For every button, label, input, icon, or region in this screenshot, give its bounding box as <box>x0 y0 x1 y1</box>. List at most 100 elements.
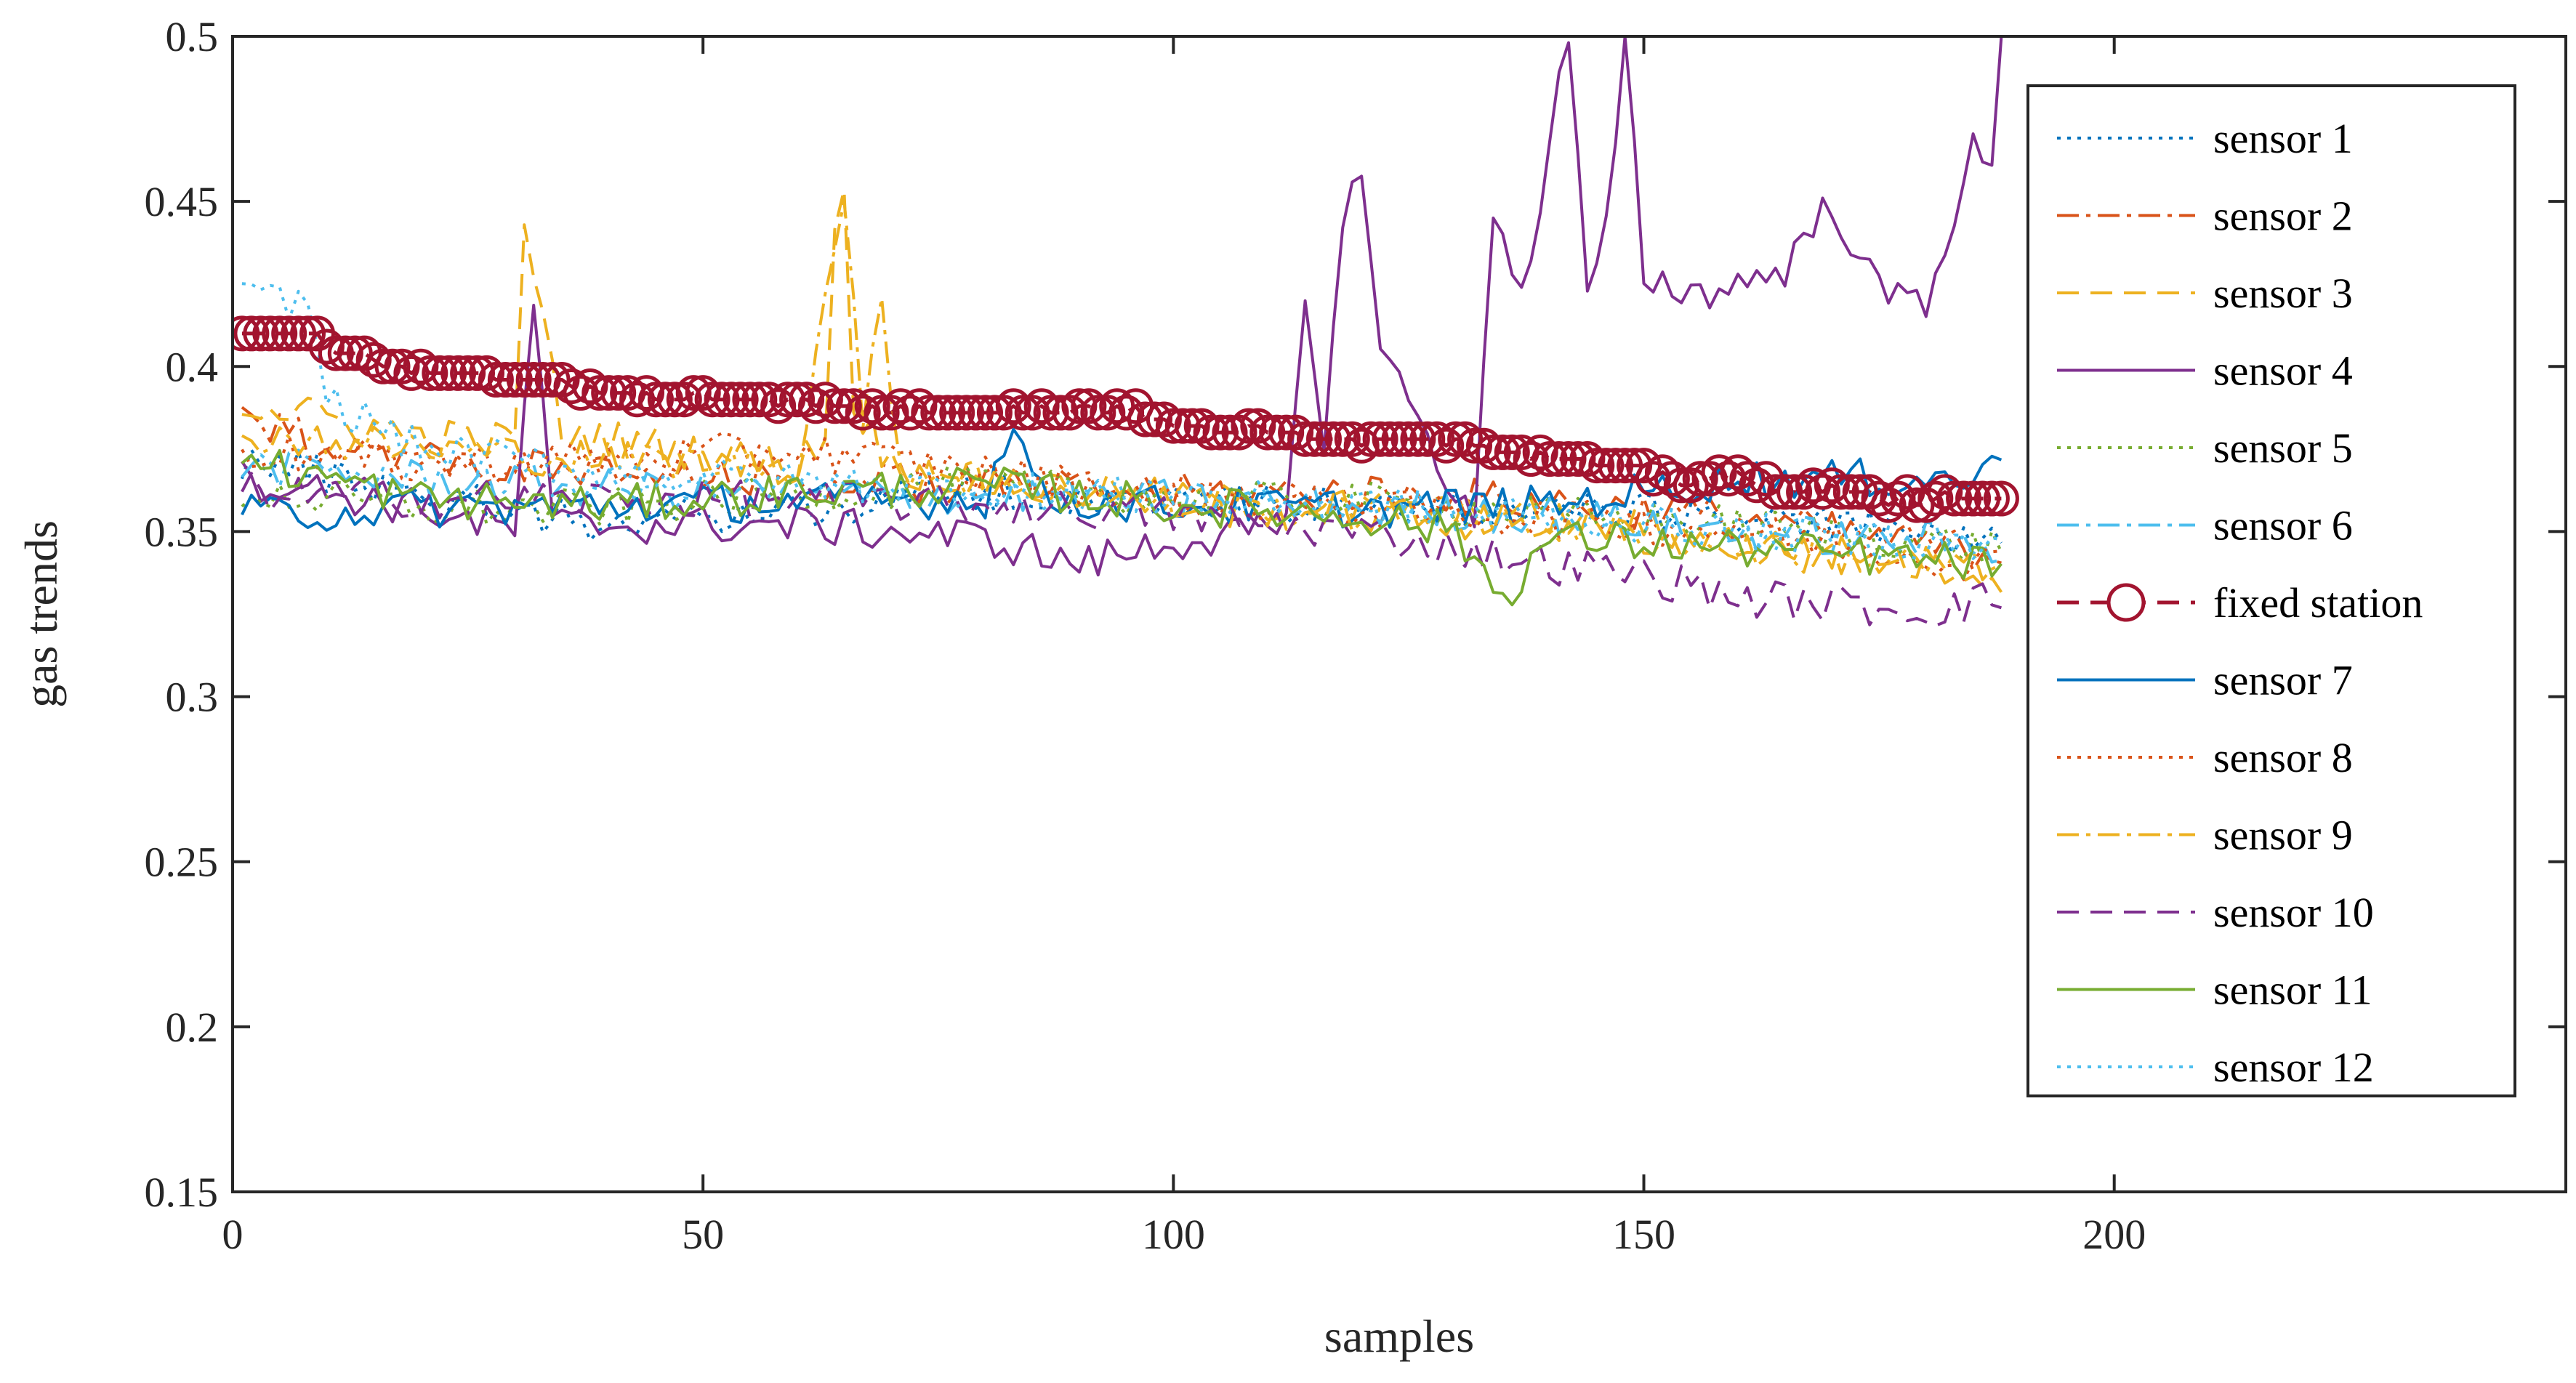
fixed-station-marker <box>1673 467 1709 504</box>
legend-label: sensor 9 <box>2213 812 2353 859</box>
fixed-station-marker <box>1447 421 1484 457</box>
legend-label: sensor 11 <box>2213 967 2372 1014</box>
fixed-station-marker <box>1973 480 2010 517</box>
legend-label: sensor 4 <box>2213 347 2353 395</box>
y-tick-label: 0.2 <box>166 1004 219 1051</box>
fixed-station-marker <box>1428 427 1465 464</box>
fixed-station-marker <box>1278 414 1314 451</box>
fixed-station-marker <box>835 388 872 424</box>
fixed-station-marker <box>967 395 1003 431</box>
series-line-sensor-9 <box>241 199 2003 581</box>
series-line-sensor-8 <box>241 432 2002 581</box>
fixed-station-marker <box>770 382 806 418</box>
fixed-station-marker <box>591 375 627 411</box>
fixed-station-marker <box>1654 461 1690 497</box>
fixed-station-marker <box>1343 427 1380 464</box>
fixed-station-marker <box>1786 474 1822 510</box>
fixed-station-marker <box>845 395 881 431</box>
fixed-station-marker <box>1503 434 1539 470</box>
fixed-station-marker <box>1005 395 1041 431</box>
fixed-station-marker <box>882 388 919 424</box>
fixed-station-marker <box>1306 421 1342 457</box>
fixed-station-marker <box>1908 487 1944 523</box>
fixed-station-marker <box>290 315 326 352</box>
fixed-station-marker <box>1598 448 1634 484</box>
fixed-station-marker <box>572 368 608 404</box>
fixed-station-marker <box>1475 434 1511 470</box>
fixed-station-marker <box>1588 448 1625 484</box>
series-line-sensor-12 <box>241 282 2002 562</box>
fixed-station-marker <box>1522 434 1558 470</box>
fixed-station-marker <box>1569 441 1606 477</box>
fixed-station-marker <box>496 362 533 398</box>
fixed-station-marker <box>1409 421 1446 457</box>
fixed-station-marker <box>864 395 900 431</box>
fixed-station-marker <box>920 395 957 431</box>
legend-label: sensor 7 <box>2213 657 2353 704</box>
legend-label: sensor 1 <box>2213 115 2353 162</box>
fixed-station-marker <box>412 355 448 391</box>
fixed-station-marker <box>440 355 477 391</box>
fixed-station-marker <box>807 382 843 418</box>
fixed-station-marker <box>487 362 523 398</box>
fixed-station-marker <box>826 388 862 424</box>
fixed-station-marker <box>1080 395 1116 431</box>
fixed-station-marker <box>986 395 1022 431</box>
fixed-station-marker <box>647 382 683 418</box>
legend-marker-fixed-station <box>2106 583 2146 622</box>
fixed-station-marker <box>854 388 890 424</box>
fixed-station-marker <box>327 335 363 371</box>
fixed-station-marker <box>1965 480 2000 517</box>
fixed-station-marker <box>1137 401 1172 438</box>
fixed-station-marker <box>1287 421 1324 457</box>
fixed-station-marker <box>431 355 467 391</box>
fixed-station-marker <box>976 395 1013 431</box>
fixed-station-marker <box>892 395 928 431</box>
fixed-station-marker <box>252 315 289 352</box>
fixed-station-marker <box>1955 480 1992 517</box>
x-axis-title: samples <box>1324 1310 1474 1362</box>
fixed-station-marker <box>995 388 1031 424</box>
legend-label: fixed station <box>2213 579 2423 626</box>
fixed-station-marker <box>1052 395 1088 431</box>
fixed-station-marker <box>1438 421 1474 457</box>
fixed-station-marker <box>1851 474 1888 510</box>
fixed-station-marker <box>1880 480 1916 517</box>
fixed-station-marker <box>374 348 411 384</box>
fixed-station-marker <box>459 355 495 391</box>
x-tick-label: 50 <box>682 1211 724 1258</box>
fixed-station-marker <box>308 328 345 365</box>
fixed-station-marker <box>1531 441 1568 477</box>
fixed-station-marker <box>1315 421 1351 457</box>
fixed-station-marker <box>675 375 712 411</box>
fixed-station-marker <box>1042 395 1079 431</box>
fixed-station-marker <box>873 395 909 431</box>
fixed-station-marker <box>1513 441 1549 477</box>
fixed-station-marker <box>1729 461 1766 497</box>
fixed-station-marker <box>1090 395 1126 431</box>
y-tick-label: 0.35 <box>145 508 219 555</box>
fixed-station-marker <box>1607 448 1643 484</box>
fixed-station-marker <box>1108 395 1145 431</box>
fixed-station-marker <box>243 315 279 352</box>
fixed-station-marker <box>1221 414 1257 451</box>
fixed-station-marker <box>365 348 401 384</box>
fixed-station-marker <box>1842 474 1878 510</box>
fixed-station-marker <box>1710 461 1747 497</box>
x-tick-label: 0 <box>222 1211 243 1258</box>
y-tick-label: 0.3 <box>166 674 219 721</box>
fixed-station-marker <box>281 315 317 352</box>
fixed-station-marker <box>1212 414 1248 451</box>
x-axis: 0 50 100 150 200 <box>222 36 2146 1258</box>
fixed-station-marker <box>1917 480 1954 517</box>
fixed-station-marker <box>1946 480 1982 517</box>
fixed-station-marker <box>233 315 260 352</box>
fixed-station-marker <box>949 395 985 431</box>
fixed-station-marker <box>666 382 702 418</box>
fixed-station-marker <box>355 342 392 378</box>
y-tick-label: 0.45 <box>145 178 219 225</box>
x-tick-label: 150 <box>1612 1211 1675 1258</box>
fixed-station-marker <box>798 388 834 424</box>
legend-label: sensor 5 <box>2213 424 2353 472</box>
fixed-station-marker <box>732 382 768 418</box>
